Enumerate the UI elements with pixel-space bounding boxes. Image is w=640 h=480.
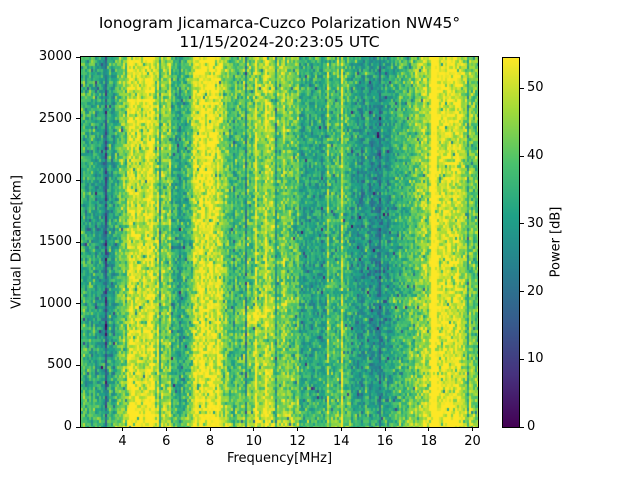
colorbar-tick-mark [520,291,524,293]
colorbar-tick-mark [520,358,524,360]
colorbar-tick-label: 0 [527,419,536,434]
x-tick-label: 8 [205,434,215,449]
y-tick-mark [76,241,80,243]
ionogram-heatmap [81,57,478,427]
x-axis-label: Frequency[MHz] [226,451,333,466]
x-tick-mark [165,427,167,431]
x-tick-mark [340,427,342,431]
y-tick-label: 0 [63,419,72,434]
colorbar-tick-mark [520,426,524,428]
x-tick-mark [297,427,299,431]
x-tick-label: 14 [333,434,350,449]
x-tick-mark [384,427,386,431]
x-tick-mark [253,427,255,431]
colorbar-tick-label: 20 [527,283,544,299]
colorbar-tick-mark [520,87,524,89]
chart-title-line2: 11/15/2024-20:23:05 UTC [179,33,380,51]
y-tick-mark [76,179,80,181]
colorbar-gradient [503,58,519,427]
chart-title-line1: Ionogram Jicamarca-Cuzco Polarization NW… [98,14,461,32]
x-tick-label: 16 [376,434,394,449]
y-tick-label: 1500 [38,234,72,249]
x-tick-label: 4 [118,434,127,449]
plot-area [80,56,479,428]
colorbar-tick-label: 50 [527,80,544,96]
x-tick-label: 12 [289,434,306,449]
x-tick-label: 6 [162,434,171,449]
chart-title: Ionogram Jicamarca-Cuzco Polarization NW… [81,14,478,52]
colorbar-tick-mark [520,223,524,225]
y-tick-mark [76,364,80,366]
colorbar-tick-label: 40 [527,148,544,164]
colorbar-tick-mark [520,155,524,157]
y-tick-label: 3000 [38,49,72,64]
colorbar-label: Power [dB] [548,206,564,278]
x-tick-mark [122,427,124,431]
colorbar-tick-label: 30 [527,215,544,231]
y-tick-label: 500 [47,357,72,373]
y-tick-label: 1000 [38,295,72,311]
x-tick-mark [472,427,474,431]
y-tick-label: 2000 [38,172,72,188]
y-tick-mark [76,118,80,120]
x-tick-mark [428,427,430,431]
x-tick-label: 18 [420,434,438,449]
colorbar [502,57,520,428]
y-tick-label: 2500 [38,110,72,126]
x-tick-label: 10 [245,434,263,449]
colorbar-tick-label: 10 [527,351,544,367]
x-tick-label: 20 [464,434,481,449]
y-tick-mark [76,303,80,305]
y-tick-mark [76,56,80,58]
y-tick-mark [76,426,80,428]
x-tick-mark [209,427,211,431]
